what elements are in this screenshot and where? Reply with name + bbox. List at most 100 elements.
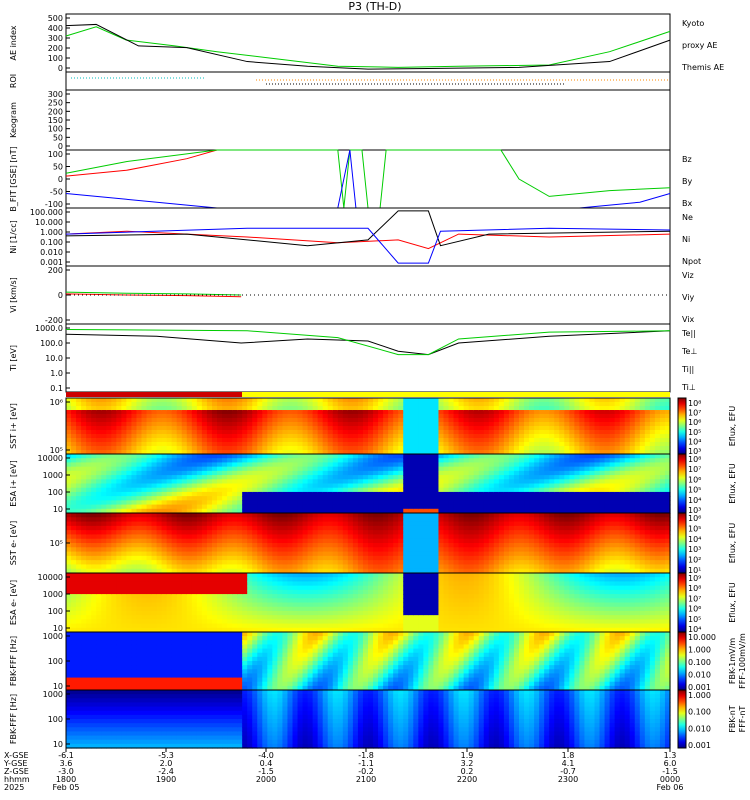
spec-esa_i-cell [267, 470, 273, 476]
spec-esa_i-cell [161, 504, 168, 510]
spec-sst_e-cell [362, 538, 369, 544]
spec-esa_i-cell [624, 500, 631, 506]
spec-sst_e-cell [272, 538, 278, 544]
spec-sst_e-cell [217, 530, 223, 536]
spec-sst_i-cell [156, 398, 163, 403]
spec-sst_e-cell [196, 525, 203, 531]
spec-sst_i-cell [242, 402, 248, 407]
spec-esa_i-cell [217, 483, 223, 489]
spec-sst_i-cell [539, 406, 545, 411]
spec-esa_i-cell [217, 479, 223, 485]
spec-esa_i-cell [166, 470, 173, 476]
spec-sst_i-cell [473, 402, 480, 407]
spec-sst_e-cell [352, 534, 359, 540]
spec-sst_i-cell [513, 410, 520, 415]
spec-esa_i-cell [176, 462, 183, 468]
spec-esa_i-cell [473, 466, 480, 472]
spec-sst_i-cell [433, 410, 440, 415]
spec-sst_e-cell [242, 547, 248, 553]
spec-esa_i-cell [217, 470, 223, 476]
spec-esa_i-cell [478, 487, 485, 493]
spec-sst_i-cell [534, 446, 540, 451]
spec-sst_i-cell [594, 402, 601, 407]
spec-esa_i-cell [352, 479, 359, 485]
spec-sst_i-cell [267, 398, 273, 403]
spec-sst_e-cell [91, 568, 97, 574]
spec-esa_i-cell [408, 508, 414, 514]
spec-esa_i-cell [337, 483, 344, 489]
spec-esa_i-cell [649, 483, 656, 489]
spec-sst_i-cell [503, 430, 510, 435]
spec-sst_i-cell [357, 418, 364, 423]
spec-esa_i-cell [176, 483, 183, 489]
spec-sst_i-cell [322, 398, 329, 403]
spec-sst_e-cell [337, 568, 344, 574]
spec-sst_e-cell [483, 534, 490, 540]
spec-esa_i-cell [252, 466, 258, 472]
spec-esa_i-cell [403, 462, 409, 468]
spec-sst_e-cell [368, 547, 374, 553]
spec-sst_i-cell [116, 398, 122, 403]
spec-sst_i-cell [579, 442, 586, 447]
spec-esa_i-cell [272, 500, 278, 506]
spec-sst_i-cell [131, 422, 138, 427]
ytick-label: 200 [48, 107, 63, 116]
spec-sst_e-cell [513, 568, 520, 574]
spec-esa_i-cell [292, 462, 299, 468]
spec-sst_i-cell [413, 450, 419, 455]
spec-sst_i-cell [373, 438, 379, 443]
spec-sst_i-cell [408, 442, 414, 447]
spec-sst_i-cell [322, 434, 329, 439]
spec-sst_i-cell [327, 442, 334, 447]
spec-esa_i-cell [206, 504, 213, 510]
spec-sst_i-cell [156, 406, 163, 411]
spec-sst_i-cell [362, 450, 369, 455]
spec-sst_e-cell [146, 560, 153, 566]
spec-esa_i-cell [96, 487, 102, 493]
spec-esa_i-cell [483, 479, 490, 485]
spec-sst_i-cell [222, 410, 228, 415]
spec-esa_i-cell [629, 470, 636, 476]
spec-sst_i-cell [161, 414, 168, 419]
spec-esa_i-cell [362, 483, 369, 489]
spec-sst_i-cell [146, 426, 153, 431]
spec-esa_i-cell [589, 487, 596, 493]
spec-sst_i-cell [428, 422, 435, 427]
spec-sst_e-cell [287, 534, 294, 540]
spec-sst_i-cell [584, 430, 591, 435]
spec-esa_i-cell [91, 483, 97, 489]
spec-sst_e-cell [297, 564, 304, 570]
spec-esa_i-cell [96, 491, 102, 497]
spec-sst_i-cell [76, 442, 82, 447]
spec-esa_i-cell [438, 483, 445, 489]
spec-sst_i-cell [644, 450, 651, 455]
ytick-label: 10.000 [35, 218, 63, 227]
spec-esa_i-cell [342, 475, 349, 480]
spec-sst_i-cell [181, 434, 188, 439]
spec-sst_i-cell [196, 406, 203, 411]
spec-sst_i-cell [513, 422, 520, 427]
spec-sst_i-cell [649, 450, 656, 455]
spec-esa_i-cell [383, 483, 389, 489]
spec-sst_i-cell [624, 422, 631, 427]
spec-esa_i-cell [166, 479, 173, 485]
spec-sst_i-cell [649, 414, 656, 419]
spec-sst_e-cell [151, 547, 158, 553]
spec-sst_i-cell [398, 402, 404, 407]
spec-sst_i-cell [332, 450, 339, 455]
spec-esa_i-cell [498, 487, 505, 493]
spec-sst_i-cell [468, 442, 475, 447]
spec-sst_e-cell [483, 564, 490, 570]
spec-sst_e-cell [539, 555, 545, 561]
spec-esa_i-cell [659, 470, 666, 476]
spec-sst_i-cell [599, 442, 606, 447]
spec-sst_e-cell [594, 534, 601, 540]
spec-sst_i-cell [579, 426, 586, 431]
spec-sst_e-cell [227, 551, 233, 557]
spec-esa_i-cell [569, 475, 575, 480]
spec-esa_i-cell [599, 466, 606, 472]
spec-sst_e-cell [524, 525, 530, 531]
spec-sst_i-cell [393, 410, 399, 415]
spec-sst_i-cell [242, 442, 248, 447]
spec-sst_e-cell [131, 564, 138, 570]
